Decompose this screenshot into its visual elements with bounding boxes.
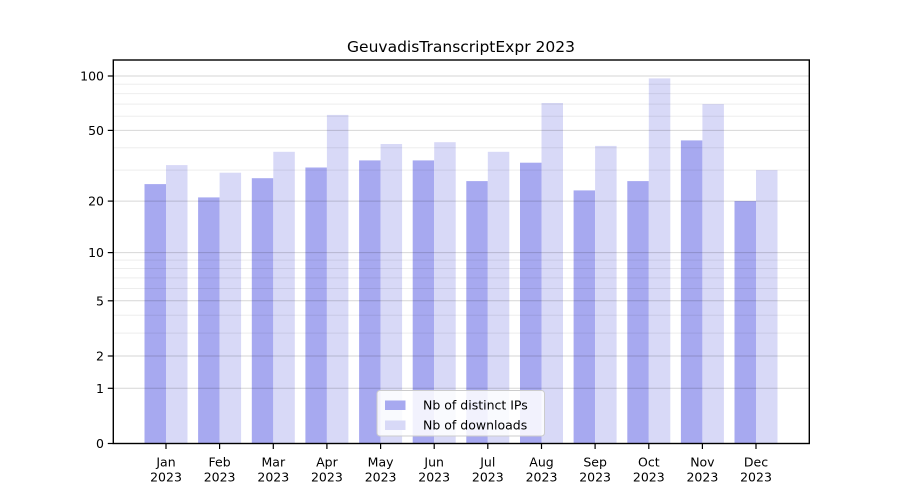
- x-tick-label-jan: Jan 2023: [150, 455, 182, 485]
- x-tick-label-dec: Dec 2023: [740, 455, 772, 485]
- bar-distinct-ips-dec: [734, 201, 756, 444]
- y-tick-label-50: 50: [88, 123, 104, 138]
- bar-downloads-mar: [273, 151, 295, 444]
- bar-distinct-ips-mar: [251, 178, 274, 444]
- x-tick-label-mar: Mar 2023: [257, 455, 289, 485]
- bar-distinct-ips-apr: [305, 167, 327, 444]
- x-tick-label-apr: Apr 2023: [311, 455, 343, 485]
- bar-distinct-ips-jan: [144, 184, 166, 444]
- bar-downloads-jan: [166, 165, 188, 444]
- legend-swatch-downloads-icon: [385, 420, 406, 430]
- legend-label-downloads: Nb of downloads: [423, 418, 527, 433]
- bar-downloads-oct: [648, 78, 671, 444]
- x-tick-label-may: May 2023: [365, 455, 397, 485]
- bar-downloads-apr: [326, 114, 349, 444]
- y-tick-label-2: 2: [96, 349, 104, 364]
- x-tick-label-jun: Jun 2023: [418, 455, 450, 485]
- y-tick-label-1: 1: [96, 381, 104, 396]
- bar-distinct-ips-jun: [412, 160, 435, 444]
- bar-downloads-sep: [595, 145, 617, 444]
- x-tick-label-nov: Nov 2023: [686, 455, 718, 485]
- bar-distinct-ips-aug: [520, 162, 542, 444]
- legend-label-distinct-ips: Nb of distinct IPs: [423, 398, 528, 413]
- grid-layer: [113, 75, 810, 389]
- bar-distinct-ips-may: [359, 160, 381, 444]
- bar-downloads-nov: [702, 104, 724, 444]
- bar-downloads-jun: [434, 142, 456, 444]
- bars-layer: [144, 78, 778, 444]
- bar-distinct-ips-nov: [680, 140, 703, 444]
- bar-distinct-ips-feb: [198, 197, 220, 444]
- x-tick-label-oct: Oct 2023: [633, 455, 665, 485]
- x-tick-label-jul: Jul 2023: [472, 455, 504, 485]
- bar-downloads-aug: [541, 103, 563, 444]
- y-tick-label-20: 20: [88, 194, 104, 209]
- bar-downloads-may: [380, 144, 403, 444]
- y-tick-label-100: 100: [80, 69, 104, 84]
- chart-title: GeuvadisTranscriptExpr 2023: [347, 38, 575, 56]
- axes-layer: 0 1 2 5 10 20 50 100 Jan 2023 Feb 2023 Mar 2023 Apr 202…: [80, 59, 811, 485]
- plot-frame: [112, 59, 811, 445]
- legend-swatch-distinct-ips-icon: [385, 400, 406, 410]
- bar-distinct-ips-oct: [627, 181, 649, 444]
- bar-distinct-ips-sep: [573, 190, 596, 444]
- bar-downloads-dec: [756, 170, 778, 444]
- x-tick-label-aug: Aug 2023: [526, 455, 558, 485]
- x-tick-label-sep: Sep 2023: [579, 455, 611, 485]
- y-tick-label-0: 0: [96, 436, 104, 451]
- x-tick-label-feb: Feb 2023: [204, 455, 236, 485]
- bar-distinct-ips-jul: [466, 181, 488, 444]
- bar-downloads-feb: [219, 172, 242, 444]
- y-tick-label-10: 10: [88, 245, 104, 260]
- bar-downloads-jul: [487, 151, 510, 444]
- y-tick-label-5: 5: [96, 293, 104, 308]
- legend: Nb of distinct IPs Nb of downloads: [376, 390, 545, 437]
- legend-box: [376, 390, 545, 437]
